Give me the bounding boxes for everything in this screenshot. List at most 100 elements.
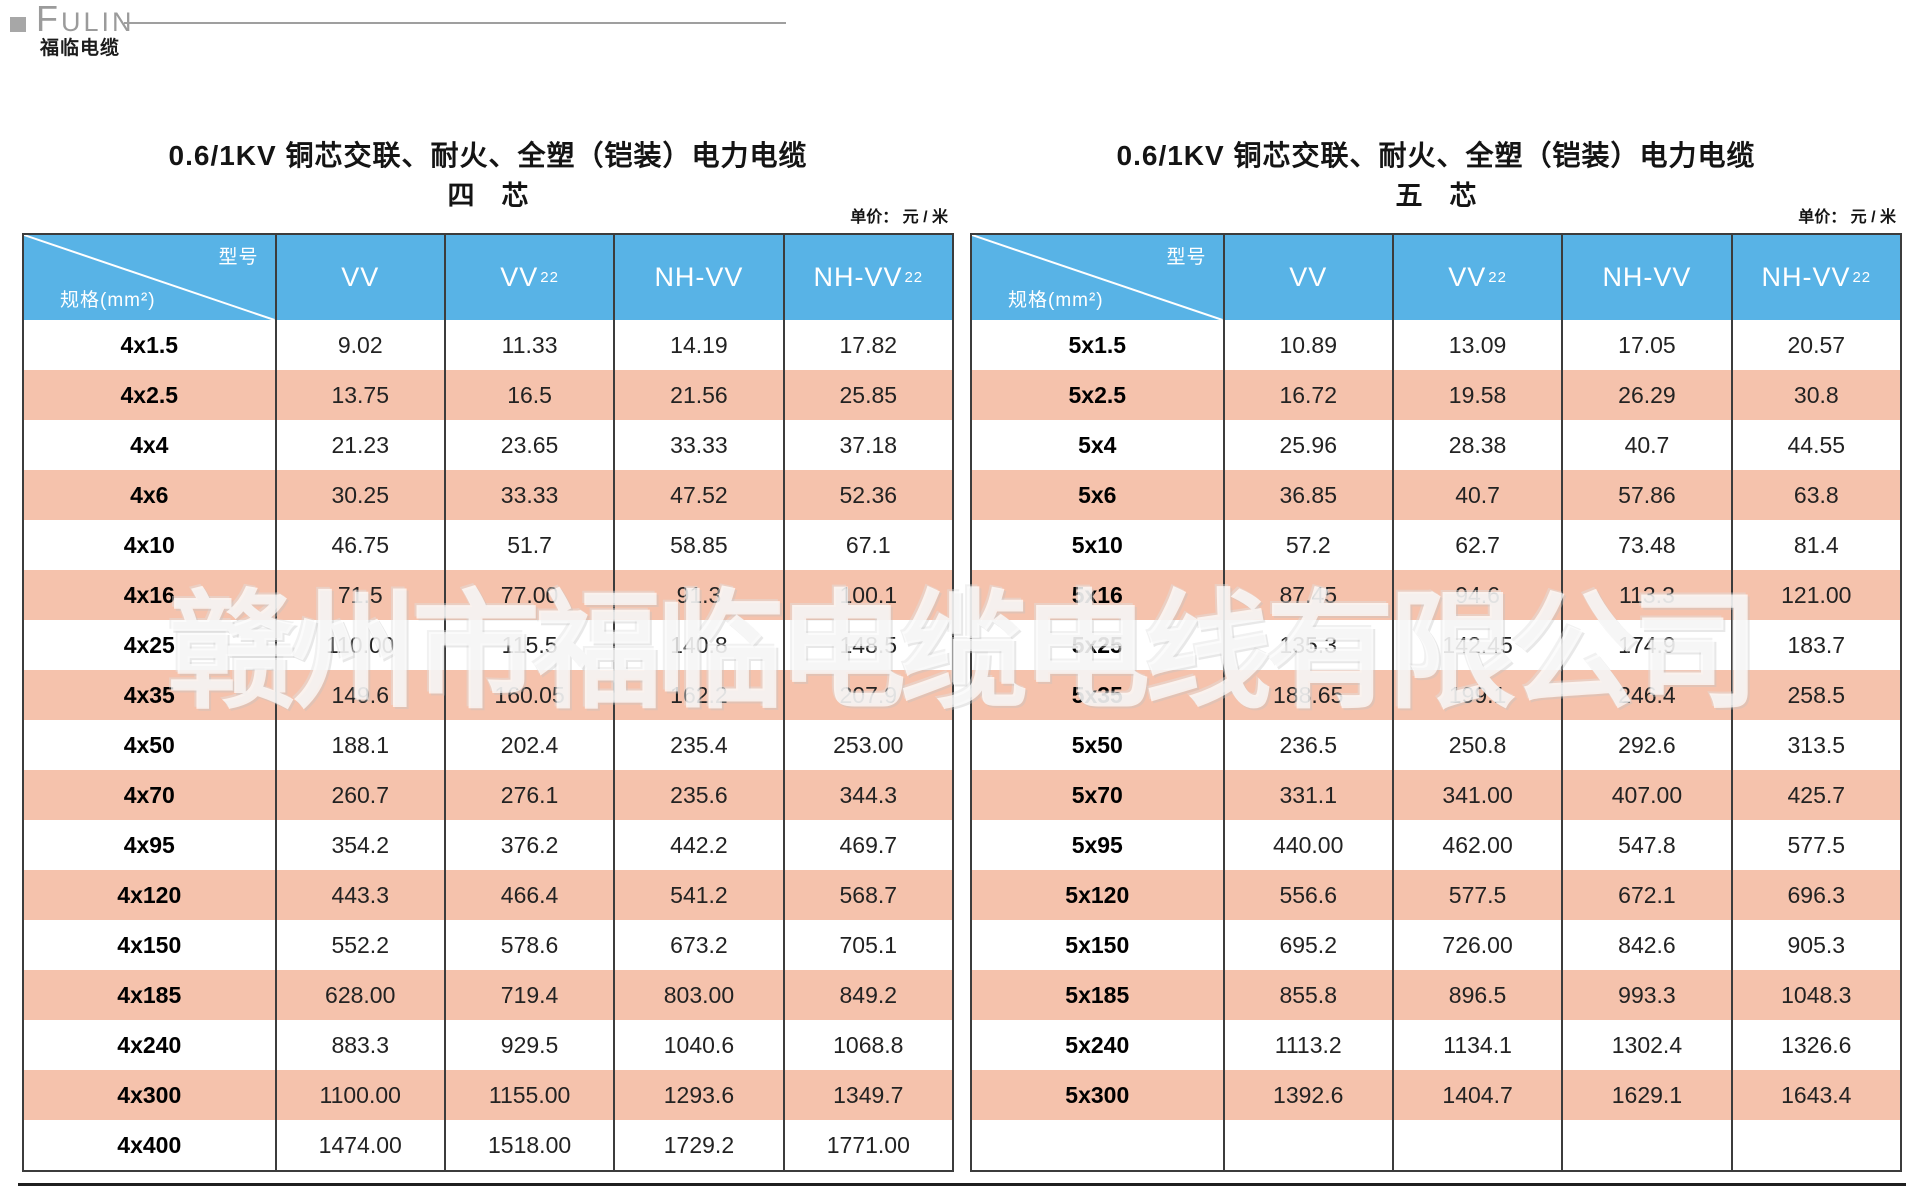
spec-cell: 4x400 (117, 1131, 182, 1158)
corner-cell: 型号规格(mm²) (972, 235, 1223, 320)
table-row: 5x6 36.85 40.7 57.86 63.8 (972, 470, 1900, 520)
price-cell: 142.45 (1391, 620, 1561, 670)
model-label: 型号 (1166, 247, 1207, 268)
price-cell: 100.1 (782, 570, 952, 620)
spec-cell: 4x2.5 (120, 381, 179, 408)
price-cell: 140.8 (613, 620, 782, 670)
price-cell: 260.7 (274, 770, 444, 820)
price-cell: 17.82 (782, 320, 952, 370)
unit-price-label: 单价： 元 / 米 (850, 209, 948, 226)
table-row: 5x25 135.3 142.45 174.9 183.7 (972, 620, 1900, 670)
price-cell: 183.7 (1730, 620, 1900, 670)
spec-cell (972, 1120, 1223, 1170)
price-cell: 705.1 (782, 920, 952, 970)
table-row: 5x185 855.8 896.5 993.3 1048.3 (972, 970, 1900, 1020)
price-cell: 13.09 (1391, 320, 1561, 370)
spec-label: 规格(mm²) (60, 290, 156, 311)
price-cell: 148.5 (782, 620, 952, 670)
price-cell (1730, 1120, 1900, 1170)
price-cell: 556.6 (1222, 870, 1392, 920)
table-header-row: 型号 规格(mm²) VV VV 22 NH-VV NH-VV 22 (972, 235, 1900, 320)
price-cell: 13.75 (274, 370, 444, 420)
price-cell: 91.3 (613, 570, 782, 620)
table-title: 0.6/1KV 铜芯交联、耐火、全塑（铠装）电力电缆 (168, 140, 808, 171)
price-cell: 849.2 (782, 970, 952, 1020)
price-cell: 407.00 (1561, 770, 1730, 820)
price-cell: 1326.6 (1730, 1020, 1900, 1070)
price-cell: 87.45 (1222, 570, 1392, 620)
table-subtitle: 五 芯 (1395, 181, 1477, 211)
price-cell: 440.00 (1222, 820, 1392, 870)
price-cell: 1100.00 (274, 1070, 444, 1120)
spec-cell: 5x6 (1078, 481, 1117, 508)
price-cell: 51.7 (443, 520, 613, 570)
price-cell: 9.02 (274, 320, 444, 370)
column-header: VV 22 (443, 235, 613, 320)
price-cell: 188.1 (274, 720, 444, 770)
price-cell: 883.3 (274, 1020, 444, 1070)
table-row: 5x120 556.6 577.5 672.1 696.3 (972, 870, 1900, 920)
price-cell: 1643.4 (1730, 1070, 1900, 1120)
price-cell: 20.57 (1730, 320, 1900, 370)
spec-cell: 5x300 (1065, 1081, 1130, 1108)
price-cell: 462.00 (1391, 820, 1561, 870)
price-cell: 149.6 (274, 670, 444, 720)
price-cell: 568.7 (782, 870, 952, 920)
price-cell: 21.23 (274, 420, 444, 470)
table-row: 4x2.5 13.75 16.5 21.56 25.85 (24, 370, 952, 420)
table-row: 4x4 21.23 23.65 33.33 37.18 (24, 420, 952, 470)
model-label: 型号 (218, 247, 259, 268)
price-cell: 94.6 (1391, 570, 1561, 620)
table-row: 4x16 71.5 77.00 91.3 100.1 (24, 570, 952, 620)
spec-cell: 5x16 (1071, 581, 1123, 608)
price-cell: 696.3 (1730, 870, 1900, 920)
price-table: 型号 规格(mm²) VV VV 22 NH-VV NH-VV 22 4x1.5 9.02 11.3… (22, 233, 954, 1172)
column-header: NH-VV (613, 235, 782, 320)
price-cell: 174.9 (1561, 620, 1730, 670)
price-cell: 40.7 (1561, 420, 1730, 470)
logo-square-icon (10, 17, 26, 32)
spec-cell: 4x50 (123, 731, 175, 758)
price-cell: 1404.7 (1391, 1070, 1561, 1120)
four-core-table-block: 0.6/1KV 铜芯交联、耐火、全塑（铠装）电力电缆 四 芯 单价： 元 / 米… (22, 0, 954, 1192)
price-cell: 577.5 (1730, 820, 1900, 870)
price-cell: 10.89 (1222, 320, 1392, 370)
spec-cell: 4x25 (123, 631, 175, 658)
table-row: 4x70 260.7 276.1 235.6 344.3 (24, 770, 952, 820)
spec-cell: 4x95 (123, 831, 175, 858)
price-cell: 803.00 (613, 970, 782, 1020)
price-cell: 1518.00 (443, 1120, 613, 1170)
price-cell: 577.5 (1391, 870, 1561, 920)
column-header: NH-VV 22 (1730, 235, 1900, 320)
brand-logo-cn: 福临电缆 (40, 38, 121, 59)
price-cell: 63.8 (1730, 470, 1900, 520)
price-cell: 442.2 (613, 820, 782, 870)
table-row: 4x240 883.3 929.5 1040.6 1068.8 (24, 1020, 952, 1070)
column-header: VV 22 (1391, 235, 1561, 320)
price-cell: 376.2 (443, 820, 613, 870)
spec-label: 规格(mm²) (1008, 290, 1104, 311)
brand-logo-en: FULIN (36, 0, 135, 39)
price-cell: 726.00 (1391, 920, 1561, 970)
price-cell: 250.8 (1391, 720, 1561, 770)
table-row: 5x10 57.2 62.7 73.48 81.4 (972, 520, 1900, 570)
spec-cell: 4x35 (123, 681, 175, 708)
price-cell: 236.5 (1222, 720, 1392, 770)
spec-cell: 5x150 (1065, 931, 1130, 958)
price-cell: 135.3 (1222, 620, 1392, 670)
price-cell: 30.25 (274, 470, 444, 520)
price-cell: 21.56 (613, 370, 782, 420)
spec-cell: 4x16 (123, 581, 175, 608)
table-row: 4x1.5 9.02 11.33 14.19 17.82 (24, 320, 952, 370)
price-cell: 628.00 (274, 970, 444, 1020)
price-cell: 46.75 (274, 520, 444, 570)
price-cell: 443.3 (274, 870, 444, 920)
price-cell (1222, 1120, 1392, 1170)
price-cell: 552.2 (274, 920, 444, 970)
spec-cell: 4x4 (130, 431, 169, 458)
price-cell: 313.5 (1730, 720, 1900, 770)
price-cell: 162.2 (613, 670, 782, 720)
price-cell: 73.48 (1561, 520, 1730, 570)
table-row: 5x240 1113.2 1134.1 1302.4 1326.6 (972, 1020, 1900, 1070)
